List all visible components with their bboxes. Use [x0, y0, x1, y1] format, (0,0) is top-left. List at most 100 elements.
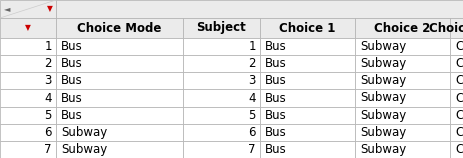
Text: Car: Car: [454, 57, 463, 70]
Bar: [182, 18, 259, 38]
Text: Choice Mode: Choice Mode: [77, 21, 161, 34]
Bar: [0, 72, 56, 89]
Bar: [449, 38, 463, 55]
Text: Car: Car: [454, 126, 463, 139]
Bar: [354, 107, 449, 124]
Bar: [56, 38, 182, 55]
Text: Subway: Subway: [359, 126, 406, 139]
Bar: [56, 18, 182, 38]
Bar: [56, 55, 182, 72]
Text: Subway: Subway: [359, 40, 406, 53]
Text: Car: Car: [454, 74, 463, 87]
Bar: [449, 72, 463, 89]
Bar: [182, 55, 259, 72]
Bar: [354, 141, 449, 158]
Text: 4: 4: [44, 91, 52, 104]
Text: ▼: ▼: [25, 24, 31, 33]
Bar: [182, 38, 259, 55]
Text: 4: 4: [248, 91, 256, 104]
Text: Bus: Bus: [264, 57, 286, 70]
Text: 6: 6: [248, 126, 256, 139]
Text: 2: 2: [248, 57, 256, 70]
Text: 1: 1: [44, 40, 52, 53]
Text: Choice 1: Choice 1: [279, 21, 335, 34]
Bar: [449, 107, 463, 124]
Text: Bus: Bus: [264, 109, 286, 122]
Text: 7: 7: [248, 143, 256, 156]
Bar: [56, 107, 182, 124]
Text: Bus: Bus: [61, 74, 82, 87]
Bar: [354, 89, 449, 107]
Text: Bus: Bus: [61, 109, 82, 122]
Bar: [354, 18, 449, 38]
Bar: [0, 89, 56, 107]
Text: Subway: Subway: [359, 109, 406, 122]
Bar: [259, 89, 354, 107]
Text: Subway: Subway: [359, 143, 406, 156]
Text: Bus: Bus: [264, 40, 286, 53]
Text: 7: 7: [44, 143, 52, 156]
Text: Choice 2: Choice 2: [374, 21, 430, 34]
Text: ▼: ▼: [47, 4, 53, 13]
Text: Subway: Subway: [359, 74, 406, 87]
Bar: [259, 141, 354, 158]
Bar: [182, 141, 259, 158]
Text: Bus: Bus: [61, 40, 82, 53]
Bar: [0, 0, 56, 18]
Bar: [0, 141, 56, 158]
Text: 5: 5: [44, 109, 52, 122]
Text: Choice 3: Choice 3: [428, 21, 463, 34]
Bar: [354, 55, 449, 72]
Bar: [449, 124, 463, 141]
Bar: [182, 107, 259, 124]
Bar: [56, 124, 182, 141]
Bar: [0, 124, 56, 141]
Bar: [449, 141, 463, 158]
Text: Bus: Bus: [264, 74, 286, 87]
Bar: [182, 89, 259, 107]
Text: Subway: Subway: [359, 57, 406, 70]
Text: Bus: Bus: [61, 91, 82, 104]
Bar: [259, 38, 354, 55]
Text: 3: 3: [248, 74, 256, 87]
Text: 6: 6: [44, 126, 52, 139]
Bar: [56, 141, 182, 158]
Bar: [56, 72, 182, 89]
Text: Subject: Subject: [196, 21, 246, 34]
Bar: [354, 72, 449, 89]
Bar: [182, 124, 259, 141]
Bar: [56, 89, 182, 107]
Text: 5: 5: [248, 109, 256, 122]
Bar: [449, 55, 463, 72]
Bar: [449, 89, 463, 107]
Bar: [0, 107, 56, 124]
Bar: [182, 72, 259, 89]
Bar: [354, 124, 449, 141]
Bar: [354, 38, 449, 55]
Text: Bus: Bus: [264, 143, 286, 156]
Bar: [259, 55, 354, 72]
Bar: [259, 124, 354, 141]
Bar: [449, 18, 463, 38]
Bar: [56, 0, 463, 18]
Bar: [0, 55, 56, 72]
Text: 2: 2: [44, 57, 52, 70]
Text: Subway: Subway: [61, 143, 107, 156]
Text: Bus: Bus: [264, 91, 286, 104]
Text: Bus: Bus: [61, 57, 82, 70]
Bar: [259, 72, 354, 89]
Bar: [259, 107, 354, 124]
Bar: [259, 18, 354, 38]
Text: Subway: Subway: [359, 91, 406, 104]
Text: 1: 1: [248, 40, 256, 53]
Text: ◄: ◄: [4, 4, 11, 13]
Text: Car: Car: [454, 40, 463, 53]
Text: Car: Car: [454, 109, 463, 122]
Bar: [0, 38, 56, 55]
Text: Bus: Bus: [264, 126, 286, 139]
Text: Car: Car: [454, 143, 463, 156]
Text: Subway: Subway: [61, 126, 107, 139]
Text: Car: Car: [454, 91, 463, 104]
Bar: [0, 18, 56, 38]
Text: 3: 3: [44, 74, 52, 87]
